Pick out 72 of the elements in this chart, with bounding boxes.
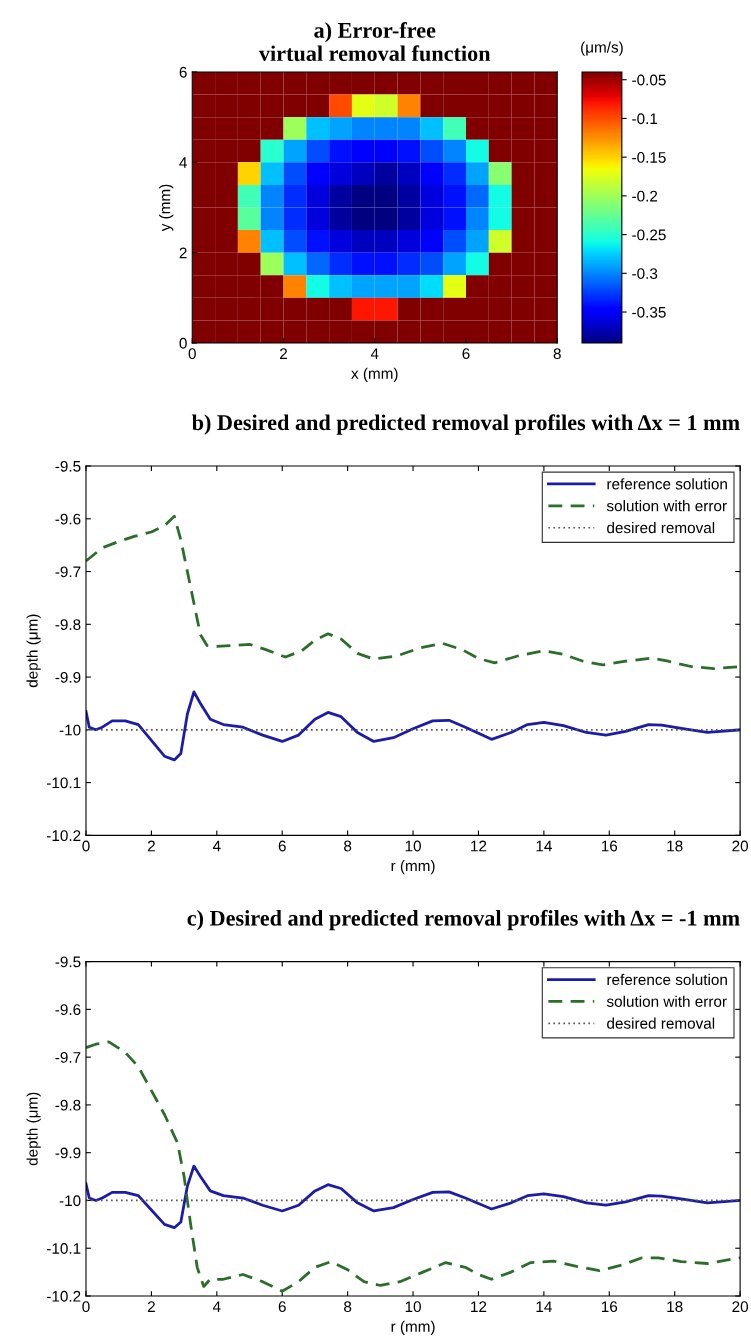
x-tick-label: 10 <box>405 840 421 852</box>
x-tick-label: 12 <box>471 1301 487 1312</box>
y-tick-label: -9.8 <box>55 1099 81 1111</box>
x-axis-title: r (mm) <box>391 1320 435 1335</box>
y-tick-label: 2 <box>179 247 187 259</box>
y-tick-label: -9.5 <box>55 956 81 968</box>
x-tick-label: 6 <box>278 1301 286 1313</box>
x-tick-label: 2 <box>280 348 287 359</box>
x-tick-label: 2 <box>147 840 155 852</box>
y-tick-label: -9.5 <box>55 460 81 472</box>
x-tick-label: 2 <box>147 1301 155 1312</box>
x-tick-label: 8 <box>553 348 561 360</box>
y-tick-label: -9.6 <box>55 1004 81 1016</box>
y-tick-label: -9.8 <box>55 619 81 630</box>
x-axis-title: r (mm) <box>391 860 435 875</box>
y-axis-title: y (mm) <box>159 184 174 232</box>
legend-label: reference solution <box>607 973 727 986</box>
color-bar-label: -0.25 <box>632 229 666 241</box>
x-tick-label: 16 <box>601 1301 618 1313</box>
x-tick-label: 20 <box>732 840 749 852</box>
y-tick-label: -10 <box>59 724 81 736</box>
y-tick-label: -10.1 <box>46 777 81 789</box>
y-tick-label: 0 <box>179 337 187 349</box>
color-bar-label: -0.05 <box>632 74 666 86</box>
legend-label: desired removal <box>607 522 715 534</box>
color-bar-label: -0.1 <box>632 113 658 125</box>
line-series <box>85 1164 741 1230</box>
x-tick-label: 0 <box>188 348 196 360</box>
legend-label: solution with error <box>606 500 727 512</box>
color-bar-label: -0.2 <box>632 190 658 202</box>
y-tick-label: -9.9 <box>55 671 81 683</box>
y-tick-label: 6 <box>179 66 187 78</box>
x-tick-label: 14 <box>536 1301 552 1312</box>
color-bar-title: (μm/s) <box>581 41 623 56</box>
x-tick-label: 4 <box>212 840 221 852</box>
x-tick-label: 18 <box>667 840 683 852</box>
x-tick-label: 16 <box>601 840 618 852</box>
x-tick-label: 6 <box>278 840 286 852</box>
x-tick-label: 8 <box>344 1301 352 1313</box>
color-bar-label: -0.15 <box>632 152 666 163</box>
y-tick-label: -9.6 <box>55 513 81 525</box>
legend-label: solution with error <box>606 995 727 1007</box>
x-tick-label: 0 <box>82 840 90 852</box>
x-tick-label: 14 <box>536 840 552 852</box>
line-series <box>85 690 741 762</box>
y-tick-label: -10.2 <box>46 830 81 842</box>
chart-title: a) Error-free virtual removal function <box>258 21 491 62</box>
x-tick-label: 4 <box>212 1301 221 1312</box>
x-tick-label: 8 <box>344 840 352 852</box>
chart-title: b) Desired and predicted removal profiles with Δx = 1 mm <box>191 414 740 435</box>
y-tick-label: 4 <box>179 157 187 168</box>
y-tick-label: -10.1 <box>46 1243 81 1254</box>
x-tick-label: 20 <box>732 1301 749 1313</box>
x-axis-title: x (mm) <box>351 367 398 382</box>
y-tick-label: -10.2 <box>46 1290 81 1302</box>
color-bar-label: -0.3 <box>632 268 658 279</box>
x-tick-label: 18 <box>667 1301 683 1313</box>
x-tick-label: 10 <box>405 1301 421 1313</box>
y-tick-label: -9.7 <box>55 566 81 578</box>
x-tick-label: 4 <box>370 348 379 359</box>
x-tick-label: 0 <box>82 1301 90 1313</box>
chart-title: c) Desired and predicted removal profiles with Δx = -1 mm <box>187 909 740 931</box>
legend-label: reference solution <box>607 478 727 490</box>
x-tick-label: 6 <box>462 348 470 360</box>
y-axis-title: depth (μm) <box>26 614 41 688</box>
y-tick-label: -10 <box>59 1195 81 1207</box>
color-bar-label: -0.35 <box>632 306 666 318</box>
y-tick-label: -9.7 <box>55 1052 81 1063</box>
x-tick-label: 12 <box>471 840 487 852</box>
y-axis-title: depth (μm) <box>26 1092 41 1166</box>
y-tick-label: -9.9 <box>55 1147 81 1159</box>
legend-label: desired removal <box>607 1017 715 1029</box>
